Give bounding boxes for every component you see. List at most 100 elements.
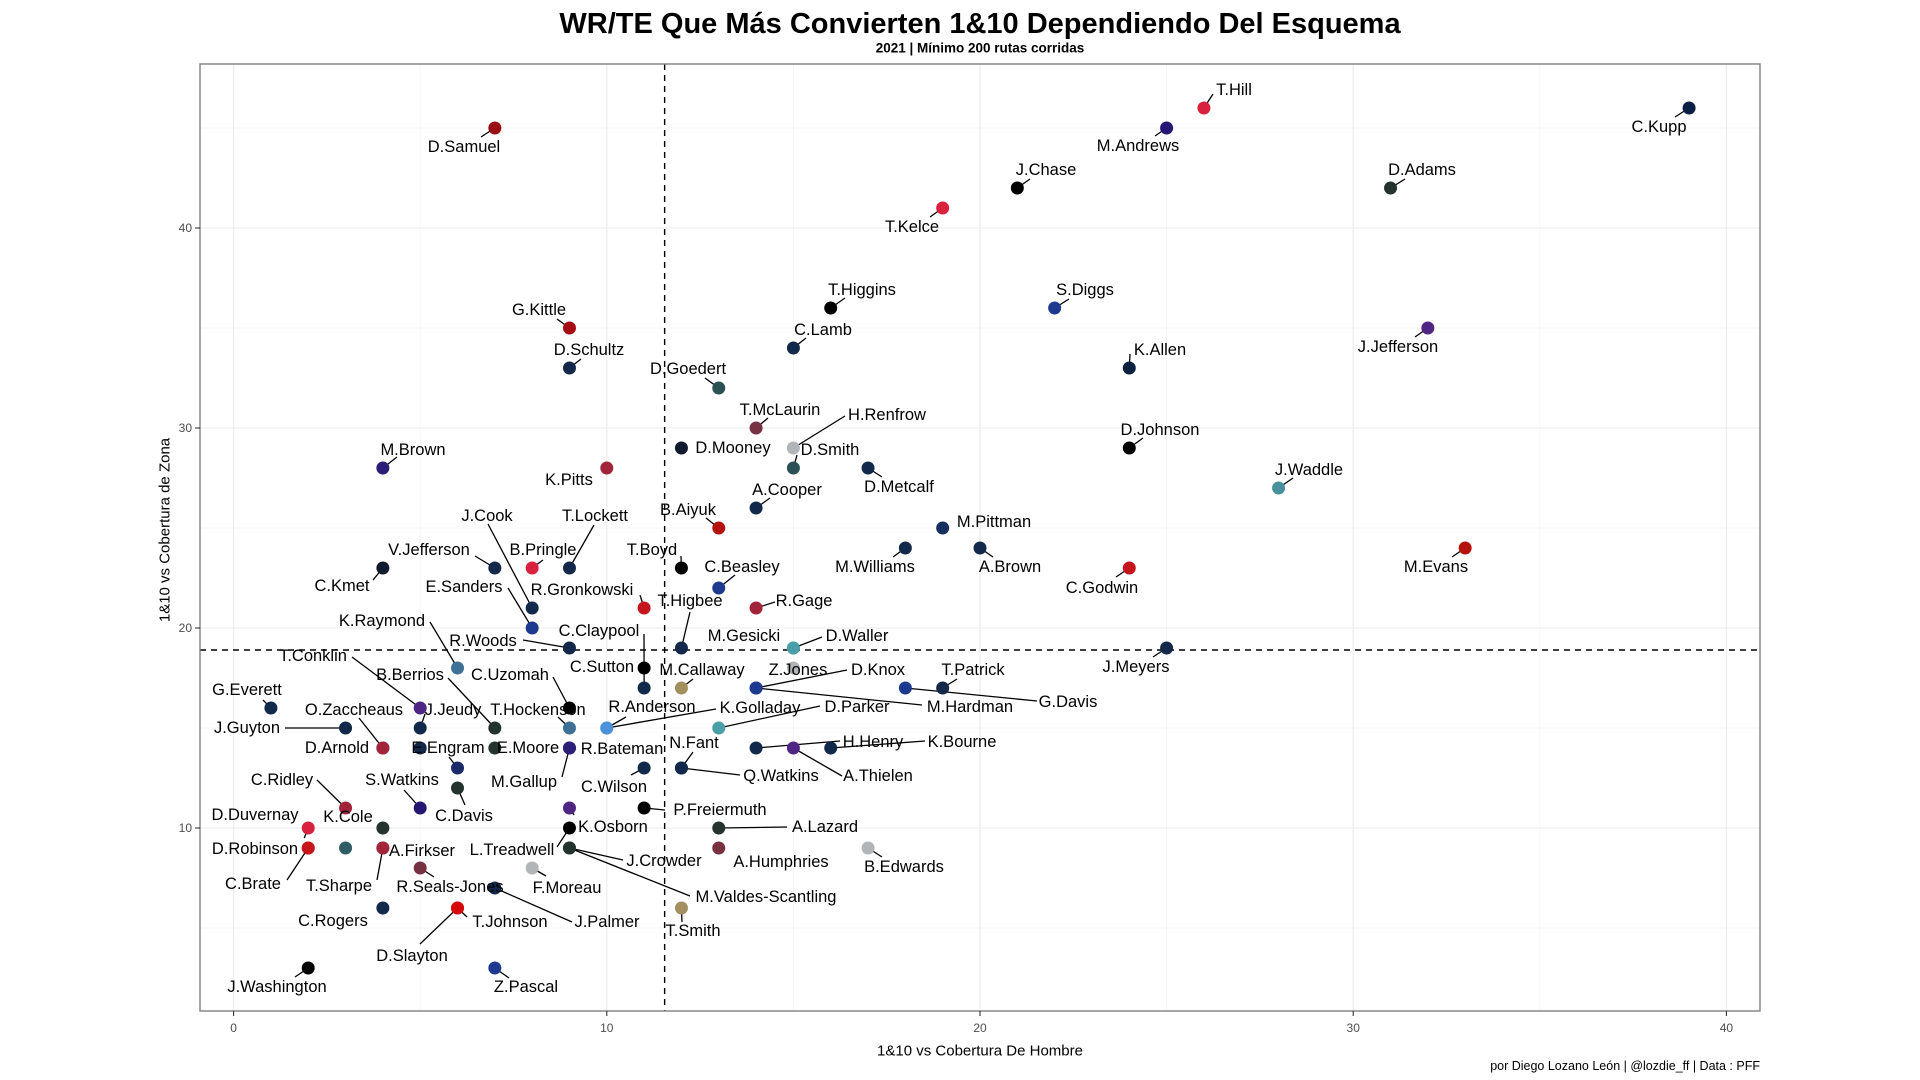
point-label: G.Kittle [512,301,566,319]
point-label: C.Kmet [314,577,369,595]
data-point [600,461,614,475]
point-label: Z.Pascal [494,978,558,996]
point-label: M.Brown [380,441,445,459]
point-label: L.Treadwell [470,841,555,859]
data-point [674,441,688,455]
point-label: J.Washington [227,978,326,996]
point-label: R.Seals-Jones [396,878,503,896]
label-leader-line [569,847,624,861]
point-label: J.Waddle [1275,461,1343,479]
grid-lines [200,64,1760,1011]
point-label: R.Bateman [581,740,664,758]
x-tick-label: 10 [600,1021,614,1035]
data-point [376,901,390,915]
point-label: D.Arnold [305,739,369,757]
chart-title: WR/TE Que Más Convierten 1&10 Dependiend… [559,8,1401,40]
data-point [525,861,539,875]
data-point [898,681,912,695]
data-point [674,681,688,695]
point-label: C.Godwin [1066,579,1138,597]
data-point [301,841,315,855]
point-label: D.Schultz [554,341,625,359]
data-point [525,621,539,635]
point-label: D.Adams [1388,161,1456,179]
point-label: T.Smith [665,922,720,940]
point-label: B.Edwards [864,858,944,876]
y-axis-title: 1&10 vs Cobertura de Zona [157,437,174,622]
label-leader-line [718,826,788,829]
data-point [712,581,726,595]
data-point [786,441,800,455]
point-label: T.McLaurin [740,401,821,419]
point-labels: D.Samuel T.Hill M.Andrews C.Kupp J.Chase D.Ad… [211,81,1686,996]
point-label: B.Berrios [376,666,444,684]
point-label: C.Davis [435,807,493,825]
data-point [1010,181,1024,195]
point-label: D.Slayton [376,947,448,965]
data-point [786,461,800,475]
data-point [451,781,465,795]
data-point [562,721,576,735]
point-label: E.Engram [411,739,484,757]
point-label: A.Brown [979,558,1041,576]
y-tick-label: 40 [179,221,193,235]
data-point [562,821,576,835]
data-point [1122,361,1136,375]
label-leader-line [429,621,459,669]
x-axis-title: 1&10 vs Cobertura De Hombre [877,1043,1083,1060]
data-point [637,681,651,695]
label-leader-line [522,639,570,649]
point-label: K.Bourne [928,733,997,751]
data-point [1122,441,1136,455]
point-label: T.Boyd [627,541,677,559]
data-point [488,741,502,755]
point-label: J.Cook [461,507,513,525]
point-label: A.Cooper [752,481,822,499]
point-label: M.Callaway [659,661,745,679]
y-tick-label: 30 [179,421,193,435]
point-label: J.Palmer [574,913,640,931]
label-leader-line [718,705,821,729]
data-point [301,961,315,975]
data-point [637,761,651,775]
label-leader-line [830,740,926,749]
point-label: C.Kupp [1631,118,1686,136]
x-tick-label: 40 [1720,1021,1734,1035]
point-label: C.Wilson [581,778,647,796]
data-points [264,101,1696,975]
data-point [600,721,614,735]
point-label: D.Samuel [428,138,500,156]
point-label: J.Jefferson [1358,338,1438,356]
point-label: J.Crowder [626,852,702,870]
data-point [562,741,576,755]
data-point [562,361,576,375]
point-label: D.Waller [826,627,889,645]
label-leader-line [756,687,923,706]
label-leader-line [681,767,741,776]
point-label: C.Sutton [570,658,634,676]
point-label: H.Henry [843,733,904,751]
data-point [712,521,726,535]
point-label: C.Claypool [559,622,640,640]
point-label: B.Pringle [510,541,577,559]
point-label: T.Patrick [941,661,1005,679]
point-label: D.Duvernay [211,806,299,824]
label-leader-line [351,656,421,709]
point-label: T.Johnson [472,913,547,931]
point-label: F.Moreau [533,879,602,897]
data-point [674,901,688,915]
data-point [749,501,763,515]
label-leader-line [494,887,573,923]
label-leader-line [905,687,1038,702]
chart-subtitle: 2021 | Mínimo 200 rutas corridas [876,41,1085,56]
data-point [1160,641,1174,655]
point-label: M.Pittman [957,513,1031,531]
point-label: R.Gronkowski [531,581,634,599]
point-label: P.Freiermuth [673,801,766,819]
point-label: A.Firkser [389,842,456,860]
point-label: K.Pitts [545,471,593,489]
data-point [525,601,539,615]
data-point [749,601,763,615]
data-point [413,741,427,755]
